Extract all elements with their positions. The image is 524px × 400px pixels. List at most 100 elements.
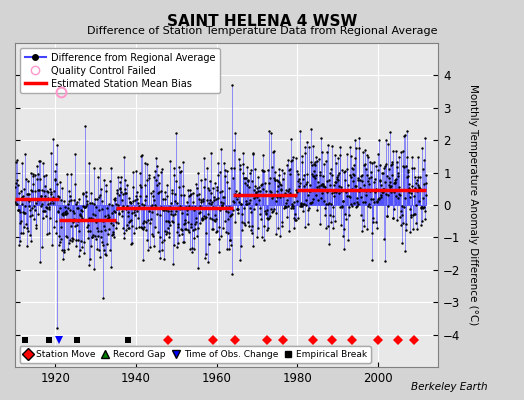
Point [14,182,22,188]
Point [279,192,288,198]
Point [307,126,315,132]
Point [142,227,150,233]
Point [58,246,66,253]
Point [291,211,299,217]
Point [112,225,120,232]
Point [35,187,43,193]
Point [257,182,265,189]
Point [395,184,403,191]
Point [52,161,60,168]
Point [285,167,293,174]
Point [132,168,140,174]
Point [157,203,166,210]
Text: Berkeley Earth: Berkeley Earth [411,382,487,392]
Point [133,195,141,202]
Point [296,203,304,209]
Point [401,248,409,254]
Point [55,194,63,200]
Point [309,142,317,149]
Point [167,200,175,206]
Point [115,178,124,185]
Point [194,191,203,198]
Point [416,186,424,192]
Point [113,190,121,197]
Point [84,214,93,221]
Point [234,210,243,216]
Point [15,242,24,248]
Point [18,194,27,200]
Point [75,227,83,234]
Point [49,188,58,194]
Point [135,224,143,230]
Point [145,244,154,250]
Point [69,218,77,225]
Y-axis label: Monthly Temperature Anomaly Difference (°C): Monthly Temperature Anomaly Difference (… [467,84,477,326]
Point [17,160,26,166]
Point [275,166,283,172]
Point [385,166,393,172]
Point [391,148,400,154]
Point [166,204,174,211]
Point [364,178,373,184]
Point [343,187,352,193]
Point [202,205,211,211]
Point [54,208,62,214]
Point [112,219,121,225]
Point [75,247,84,253]
Point [105,200,114,207]
Point [265,188,274,194]
Point [48,242,56,248]
Point [264,166,272,173]
Point [102,251,111,258]
Point [285,228,293,235]
Point [331,179,339,185]
Point [150,174,158,180]
Point [243,201,251,207]
Point [168,218,177,224]
Point [376,177,384,183]
Point [355,177,364,183]
Point [259,152,267,158]
Point [337,167,346,173]
Point [56,205,64,211]
Point [34,211,42,218]
Point [221,166,229,173]
Point [136,193,144,200]
Point [59,212,67,218]
Point [180,221,189,227]
Point [268,209,277,216]
Point [310,167,319,174]
Point [316,135,325,141]
Point [348,170,357,177]
Point [158,246,167,253]
Point [162,182,171,188]
Point [160,237,169,243]
Point [408,183,416,189]
Point [100,247,108,253]
Point [82,193,91,200]
Point [282,162,291,168]
Point [195,220,204,226]
Point [346,172,354,178]
Point [26,206,35,213]
Point [286,166,294,173]
Point [230,165,238,171]
Point [90,201,98,208]
Point [22,221,30,228]
Point [161,218,170,224]
Point [147,216,155,222]
Point [381,163,389,170]
Point [354,177,362,183]
Point [91,232,99,239]
Point [384,192,392,198]
Point [205,177,214,184]
Point [341,211,350,217]
Point [36,259,44,266]
Point [65,197,73,204]
Point [325,200,334,206]
Point [228,206,237,213]
Point [89,211,97,218]
Point [150,197,158,204]
Point [80,204,89,210]
Point [21,210,29,216]
